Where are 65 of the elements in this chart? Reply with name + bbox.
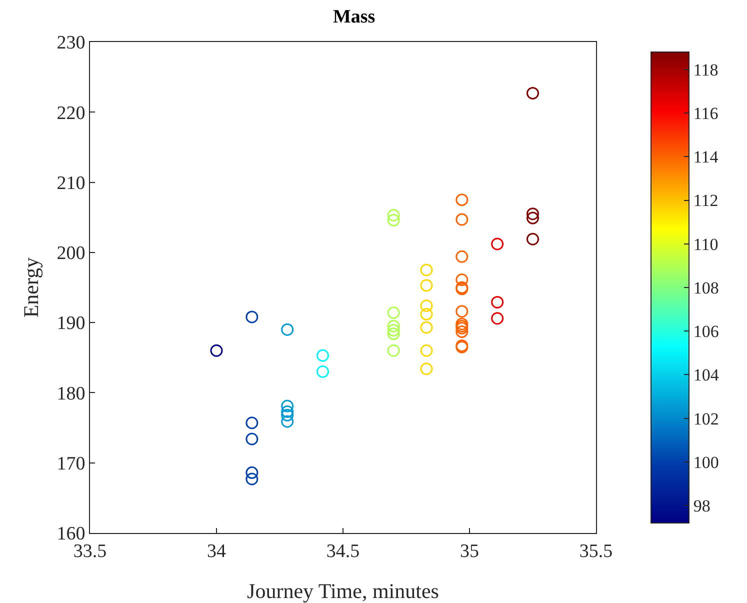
point [387, 344, 400, 357]
point [246, 416, 258, 430]
point [387, 209, 400, 222]
point [456, 325, 468, 338]
point [491, 312, 504, 325]
y-tick-label: 210 [56, 172, 86, 194]
point [526, 212, 539, 224]
color-bar-label: 104 [693, 366, 720, 385]
point [420, 308, 433, 320]
point [246, 432, 258, 446]
x-tick-label: 35 [460, 540, 479, 562]
point [281, 400, 294, 412]
point [456, 213, 468, 226]
point [387, 324, 400, 337]
point [387, 306, 400, 319]
y-tick-label: 230 [56, 32, 86, 54]
point [491, 238, 504, 250]
y-tick-label: 170 [56, 454, 86, 475]
point [420, 362, 433, 376]
point [246, 466, 258, 479]
point [387, 328, 400, 340]
point [387, 214, 400, 226]
point [526, 86, 539, 100]
y-tick-label: 200 [56, 243, 86, 264]
chart-title: Mass [332, 6, 376, 28]
color-bar-label: 108 [693, 278, 719, 298]
y-tick-label: 190 [56, 313, 86, 334]
point [526, 232, 539, 246]
point [387, 320, 400, 332]
x-tick-label: 34 [207, 540, 226, 562]
color-bar-label: 114 [693, 148, 719, 167]
point [491, 296, 504, 308]
point [281, 405, 294, 418]
color-bar-label: 98 [693, 496, 710, 516]
point [281, 415, 294, 428]
point [456, 250, 468, 263]
point [420, 299, 433, 312]
point [281, 408, 294, 422]
x-tick-label: 35.5 [579, 540, 613, 562]
y-axis-title: Energy [19, 256, 43, 318]
color-bar-label: 112 [693, 191, 718, 210]
point [456, 305, 468, 318]
color-bar-label: 106 [693, 322, 719, 342]
x-axis-title: Journey Time, minutes [247, 579, 439, 603]
point [316, 365, 330, 378]
color-bar-label: 110 [693, 234, 718, 254]
color-bar-label: 102 [693, 409, 719, 428]
point [316, 349, 330, 362]
point [246, 310, 258, 324]
point [456, 274, 468, 286]
color-bar-label: 118 [693, 60, 718, 80]
y-tick-label: 180 [56, 383, 86, 404]
y-tick-label: 220 [56, 102, 86, 124]
color-bar-label: 100 [693, 452, 719, 472]
x-tick-label: 34.5 [326, 540, 360, 562]
color-bar-label: 116 [693, 104, 718, 124]
point [420, 264, 433, 276]
point [210, 344, 223, 357]
point [526, 208, 539, 220]
point [246, 472, 258, 486]
point [420, 321, 433, 334]
point [420, 344, 433, 357]
point [281, 323, 294, 336]
point [420, 279, 433, 292]
point [456, 194, 468, 206]
